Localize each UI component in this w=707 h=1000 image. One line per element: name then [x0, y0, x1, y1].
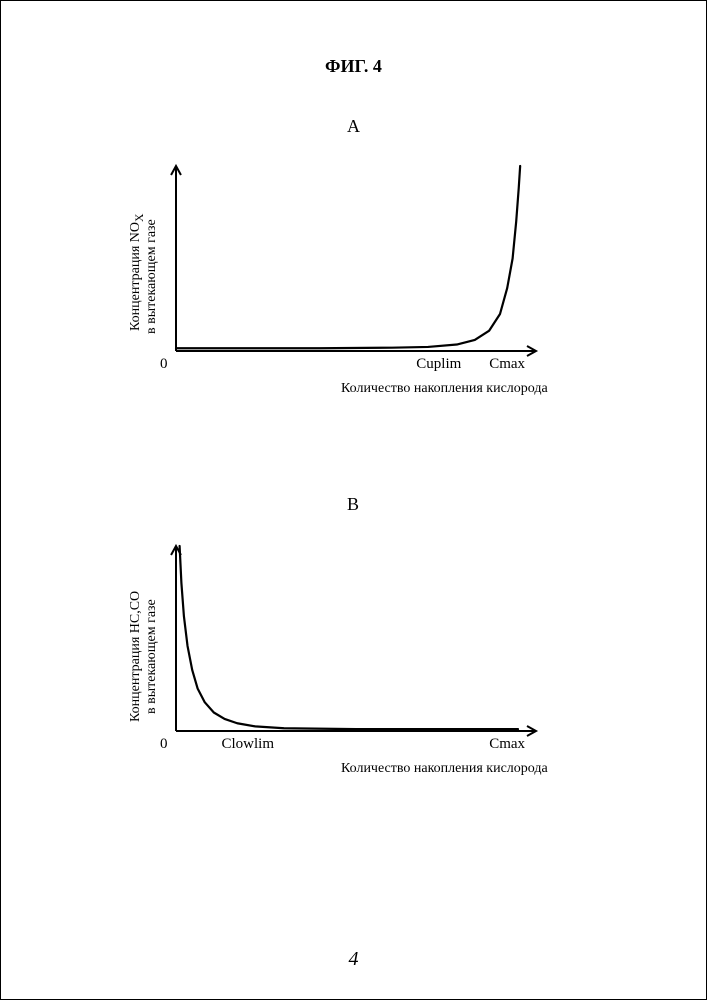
- chart-b-ylabel-line1: Концентрация HC,CO: [128, 591, 144, 722]
- chart-a: Концентрация NOX в вытекающем газе 0 Cup…: [166, 156, 566, 396]
- chart-b-xtick-1: Cmax: [489, 736, 525, 753]
- panel-a-label: A: [347, 116, 360, 137]
- page-number: 4: [1, 948, 706, 971]
- chart-a-ylabel1-text: Концентрация NO: [128, 222, 143, 331]
- panel-b-label: B: [347, 494, 359, 515]
- chart-b-origin: 0: [160, 736, 168, 753]
- chart-a-xlabel: Количество накопления кислорода: [341, 381, 548, 397]
- chart-a-origin: 0: [160, 356, 168, 373]
- chart-a-xtick-0: Cuplim: [416, 356, 461, 373]
- chart-b-ylabel-line2: в вытекающем газе: [144, 599, 160, 714]
- chart-b-xtick-0: Clowlim: [222, 736, 275, 753]
- page: ФИГ. 4 A Концентрация NOX в вытекающем г…: [0, 0, 707, 1000]
- chart-b: Концентрация HC,CO в вытекающем газе 0 C…: [166, 536, 566, 776]
- chart-a-xtick-1: Cmax: [489, 356, 525, 373]
- figure-title: ФИГ. 4: [1, 56, 706, 77]
- chart-b-xlabel: Количество накопления кислорода: [341, 761, 548, 777]
- chart-a-ylabel-line2: в вытекающем газе: [144, 219, 160, 334]
